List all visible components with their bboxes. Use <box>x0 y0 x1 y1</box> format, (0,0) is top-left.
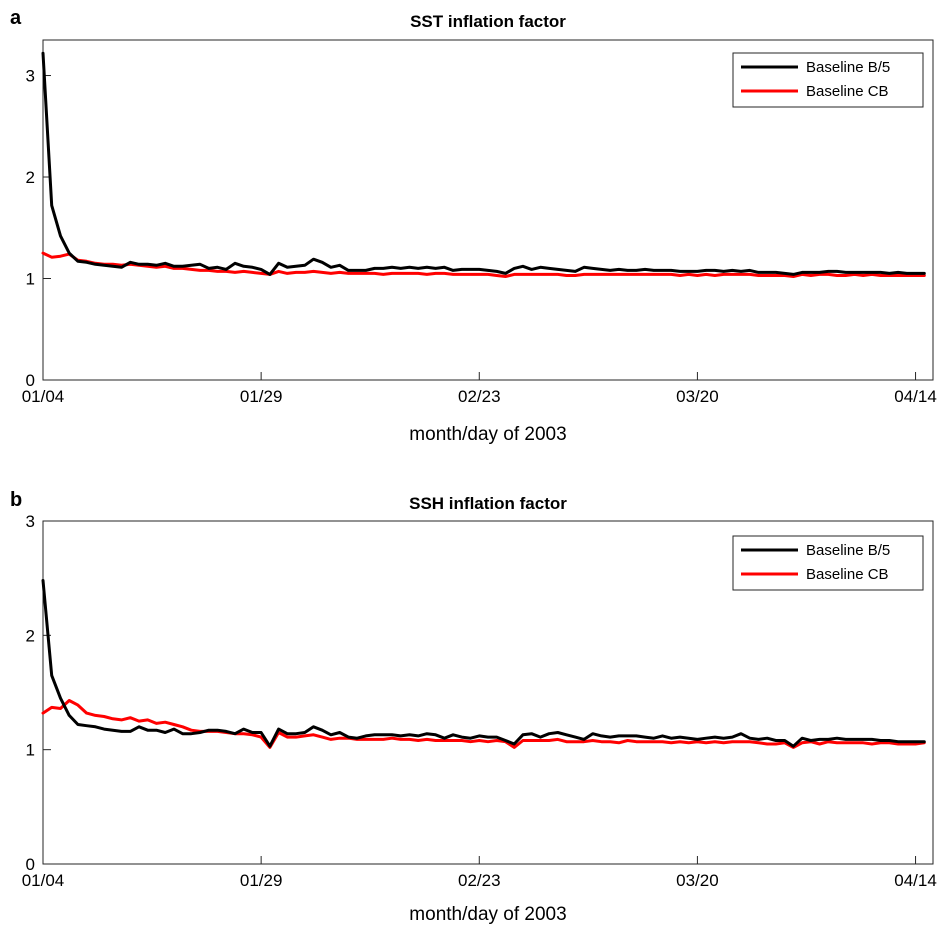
x-tick-label-b-2: 02/23 <box>458 871 501 890</box>
y-tick-label-a-0: 0 <box>26 371 35 390</box>
x-tick-label-a-0: 01/04 <box>22 387 65 406</box>
series-line-a-1 <box>41 251 926 278</box>
x-axis-b: 01/04 01/29 02/23 03/20 04/14 <box>22 856 937 890</box>
y-tick-label-a-3: 3 <box>26 67 35 86</box>
legend-box-a <box>732 52 924 108</box>
y-tick-label-a-2: 2 <box>26 168 35 187</box>
y-tick-label-b-0: 0 <box>26 855 35 874</box>
x-tick-label-a-1: 01/29 <box>240 387 283 406</box>
x-tick-label-b-1: 01/29 <box>240 871 283 890</box>
x-tick-label-a-4: 04/14 <box>894 387 937 406</box>
x-axis-label-b: month/day of 2003 <box>409 904 566 925</box>
x-tick-label-b-3: 03/20 <box>676 871 719 890</box>
series-group-b <box>41 579 926 749</box>
x-axis-a: 01/04 01/29 02/23 03/20 04/14 <box>22 372 937 406</box>
chart-title-sst: SST inflation factor <box>410 12 566 31</box>
legend-box-b <box>732 535 924 591</box>
legend-a: Baseline B/5 Baseline CB <box>732 52 924 108</box>
series-line-b-1 <box>41 699 926 749</box>
x-tick-label-b-4: 04/14 <box>894 871 937 890</box>
legend-label-a-0: Baseline B/5 <box>806 59 890 76</box>
series-line-b-0 <box>41 579 926 748</box>
y-tick-label-b-3: 3 <box>26 512 35 531</box>
panel-b: b SSH inflation factor 0 1 2 3 01/04 01/29 02… <box>10 489 937 925</box>
legend-b: Baseline B/5 Baseline CB <box>732 535 924 591</box>
panel-letter-a: a <box>10 7 22 29</box>
legend-label-b-0: Baseline B/5 <box>806 542 890 559</box>
x-axis-label-a: month/day of 2003 <box>409 424 566 445</box>
legend-label-a-1: Baseline CB <box>806 83 889 100</box>
series-line-a-0 <box>41 51 926 276</box>
x-tick-label-b-0: 01/04 <box>22 871 65 890</box>
legend-label-b-1: Baseline CB <box>806 566 889 583</box>
x-tick-label-a-3: 03/20 <box>676 387 719 406</box>
y-tick-label-a-1: 1 <box>26 270 35 289</box>
chart-title-ssh: SSH inflation factor <box>409 494 567 513</box>
panel-a: a SST inflation factor 0 1 2 3 01/04 01/29 02… <box>10 7 937 445</box>
series-group-a <box>41 51 926 278</box>
y-tick-label-b-1: 1 <box>26 741 35 760</box>
y-tick-label-b-2: 2 <box>26 626 35 645</box>
panel-letter-b: b <box>10 489 22 511</box>
x-tick-label-a-2: 02/23 <box>458 387 501 406</box>
